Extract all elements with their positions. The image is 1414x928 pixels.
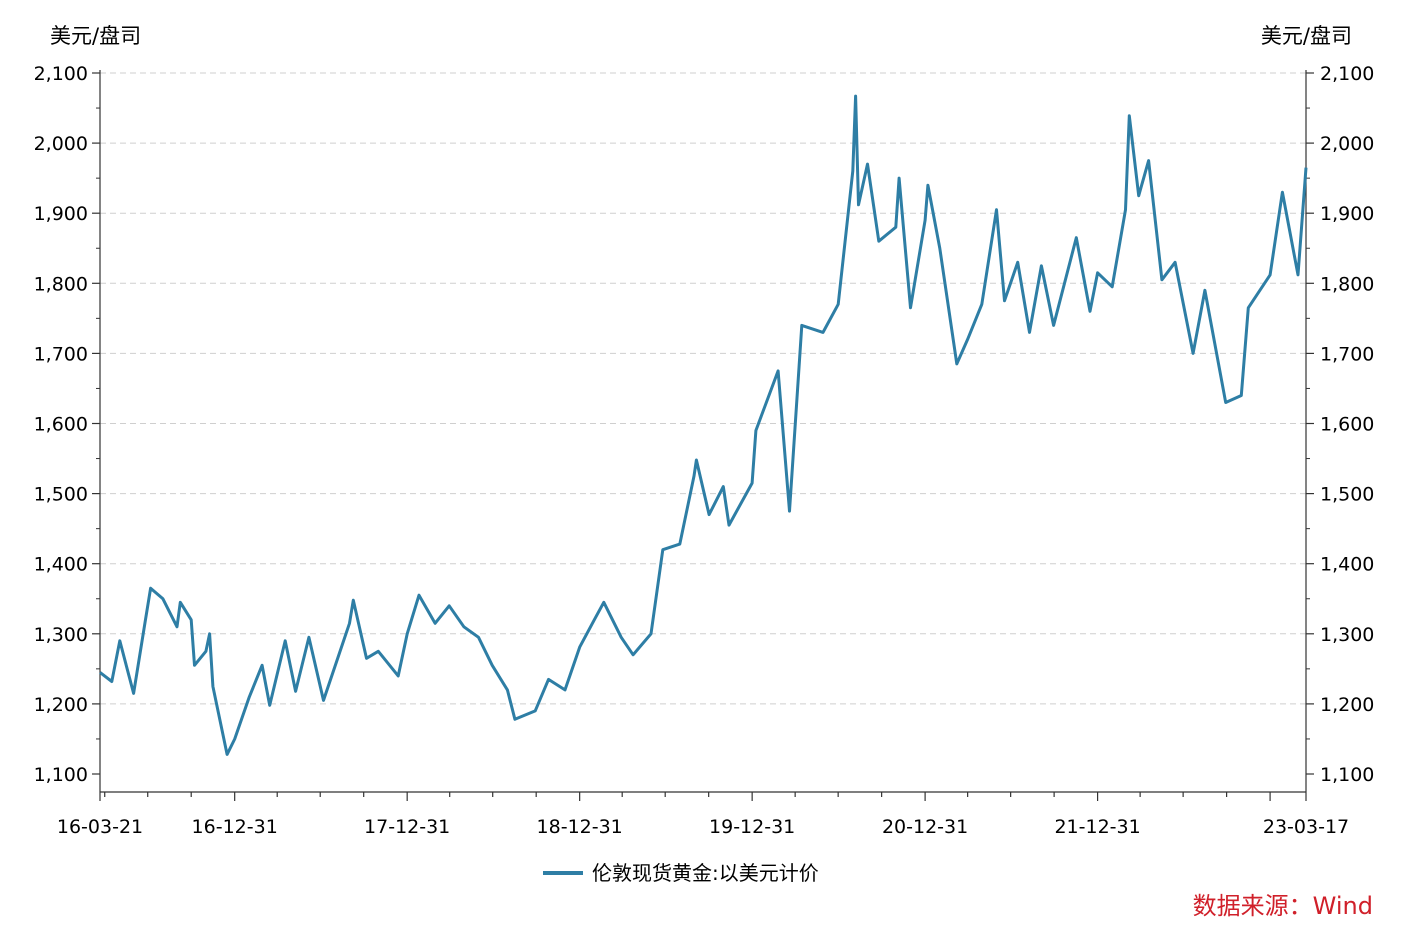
y-tick-label-right: 1,700	[1320, 343, 1374, 365]
y-tick-label-left: 2,100	[34, 63, 88, 85]
y-tick-label-right: 1,300	[1320, 624, 1374, 646]
x-tick-label: 21-12-31	[1054, 816, 1140, 838]
left-axis-unit: 美元/盘司	[50, 24, 141, 48]
y-tick-label-right: 1,800	[1320, 273, 1374, 295]
axis-ticks	[92, 72, 1314, 801]
y-tick-label-left: 1,800	[34, 273, 88, 295]
x-tick-label: 17-12-31	[364, 816, 450, 838]
x-tick-label: 19-12-31	[709, 816, 795, 838]
right-axis-unit: 美元/盘司	[1261, 24, 1352, 48]
y-tick-label-left: 1,100	[34, 764, 88, 786]
y-tick-label-left: 1,400	[34, 554, 88, 576]
y-tick-label-right: 2,100	[1320, 63, 1374, 85]
y-tick-label-right: 1,400	[1320, 554, 1374, 576]
legend: 伦敦现货黄金:以美元计价	[543, 861, 819, 885]
axes	[99, 70, 1307, 793]
series-line-gold-price	[99, 94, 1308, 756]
y-tick-label-left: 1,200	[34, 694, 88, 716]
x-tick-label: 18-12-31	[537, 816, 623, 838]
x-tick-label: 23-03-17	[1263, 816, 1349, 838]
x-tick-label: 16-03-21	[57, 816, 143, 838]
y-tick-label-left: 1,600	[34, 414, 88, 436]
y-tick-label-left: 1,700	[34, 343, 88, 365]
legend-label: 伦敦现货黄金:以美元计价	[592, 861, 819, 885]
y-tick-label-right: 1,900	[1320, 203, 1374, 225]
x-tick-label: 20-12-31	[882, 816, 968, 838]
y-tick-label-right: 1,500	[1320, 484, 1374, 506]
x-tick-label: 16-12-31	[192, 816, 278, 838]
y-tick-label-left: 2,000	[34, 133, 88, 155]
y-tick-label-right: 1,200	[1320, 694, 1374, 716]
y-tick-label-left: 1,300	[34, 624, 88, 646]
source-note: 数据来源：Wind	[1193, 892, 1373, 920]
y-tick-label-left: 1,900	[34, 203, 88, 225]
y-tick-label-right: 2,000	[1320, 133, 1374, 155]
y-tick-label-left: 1,500	[34, 484, 88, 506]
y-tick-label-right: 1,100	[1320, 764, 1374, 786]
grid-lines	[100, 72, 1306, 705]
y-tick-label-right: 1,600	[1320, 414, 1374, 436]
